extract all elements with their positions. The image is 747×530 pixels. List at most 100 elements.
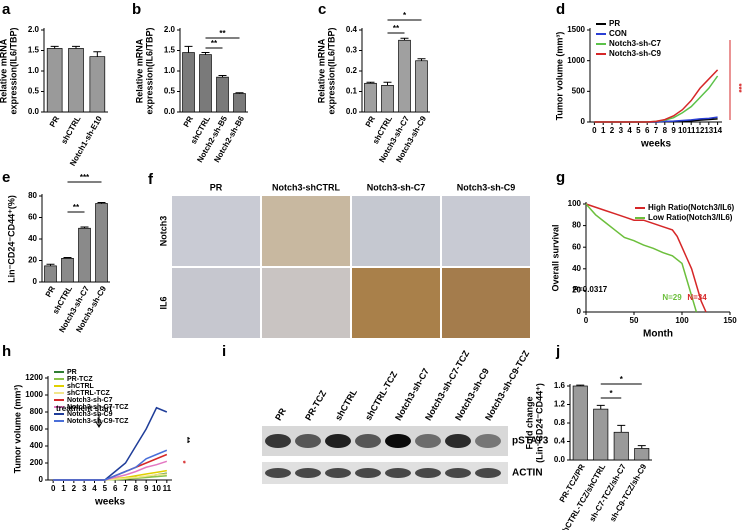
y-tick-label: 1000	[25, 390, 43, 399]
x-tick-label: 12	[696, 126, 705, 135]
row-label: IL6	[158, 296, 168, 309]
x-tick-label: 5	[103, 484, 108, 493]
series-line	[594, 69, 719, 123]
annotation: P=0.0317	[573, 285, 608, 294]
y-tick-label: 1000	[567, 56, 585, 65]
significance-label: **	[73, 203, 80, 212]
error-bar	[383, 81, 392, 86]
bar	[398, 39, 411, 113]
y-axis-label: Fold change	[524, 396, 534, 449]
significance-label: *	[620, 375, 624, 384]
error-bar	[80, 226, 89, 229]
y-tick-label: 200	[30, 458, 44, 467]
lane-label: PR	[273, 406, 288, 422]
y-tick-label: 0.4	[346, 25, 358, 34]
y-tick-label: 20	[28, 256, 37, 265]
bar	[233, 93, 246, 113]
x-tick-label: 50	[630, 316, 639, 325]
legend-label: Notch3-sh-C9	[609, 49, 662, 58]
error-bar	[93, 51, 102, 57]
error-bar	[201, 52, 210, 55]
bar	[634, 448, 650, 461]
error-bar	[184, 45, 193, 53]
x-tick-label: 8	[663, 126, 668, 135]
legend-label: CON	[609, 29, 627, 38]
y-tick-label: 1.6	[554, 381, 566, 390]
x-tick-label: PR	[182, 114, 195, 128]
x-tick-label: 7	[654, 126, 659, 135]
row-label: ACTIN	[512, 468, 543, 479]
x-tick-label: PR	[44, 284, 57, 298]
x-tick-label: 9	[144, 484, 149, 493]
band	[295, 468, 321, 478]
ihc-image	[352, 196, 440, 266]
annotation: treatment start	[56, 404, 112, 413]
y-tick-label: 60	[572, 242, 581, 251]
legend-label: Notch3-sh-C9	[67, 411, 113, 418]
band	[475, 468, 501, 478]
bar	[381, 84, 394, 113]
panel-label: e	[2, 169, 10, 186]
y-tick-label: 0.5	[164, 87, 176, 96]
legend-label: Notch3-sh-C7	[609, 39, 662, 48]
y-tick-label: 400	[30, 441, 44, 450]
series-line	[585, 203, 707, 313]
panel-label: d	[556, 1, 565, 18]
column-label: Notch3-sh-C7	[367, 182, 426, 192]
x-tick-label: 8	[134, 484, 139, 493]
bar	[78, 227, 91, 283]
x-axis-label: Month	[643, 329, 673, 340]
y-tick-label: 1.5	[164, 46, 176, 55]
y-axis-label: Relative mRNA	[134, 38, 144, 103]
annotation: N=34	[687, 293, 707, 302]
y-tick-label: 0.8	[554, 418, 566, 427]
x-tick-label: 0	[584, 316, 589, 325]
column-label: Notch3-shCTRL	[272, 182, 340, 192]
y-tick-label: 600	[30, 424, 44, 433]
band	[475, 434, 501, 448]
y-axis-label: Tumor volume (mm³)	[554, 32, 564, 121]
x-tick-label: 3	[619, 126, 624, 135]
y-tick-label: 0.4	[554, 437, 566, 446]
y-tick-label: 0.0	[346, 107, 358, 116]
y-tick-label: 0.2	[346, 66, 358, 75]
x-tick-label: 100	[675, 316, 689, 325]
x-axis-label: weeks	[640, 139, 671, 150]
error-bar	[417, 58, 426, 61]
x-tick-label: 11	[163, 484, 172, 493]
legend-label: shCTRL	[67, 383, 95, 390]
ihc-image	[442, 268, 530, 338]
annotation: N=29	[662, 293, 682, 302]
y-tick-label: 2.0	[164, 25, 176, 34]
y-tick-label: 500	[572, 86, 586, 95]
y-tick-label: 0.1	[346, 87, 358, 96]
band	[325, 434, 351, 448]
x-tick-label: 0	[51, 484, 56, 493]
annotation: **	[182, 437, 191, 444]
y-tick-label: 0.5	[28, 87, 40, 96]
y-axis-label: expression(IL6/TBP)	[144, 27, 154, 114]
legend-label: Notch3-sh-C7	[67, 397, 113, 404]
y-tick-label: 1.0	[164, 66, 176, 75]
error-bar	[235, 92, 244, 94]
legend-label: PR	[67, 369, 77, 376]
y-tick-label: 80	[572, 221, 581, 230]
panel-label: c	[318, 1, 326, 18]
error-bar	[72, 45, 80, 49]
y-axis-label: Tumor volume (mm³)	[12, 385, 22, 474]
ihc-image	[442, 196, 530, 266]
significance-label: *	[609, 389, 613, 398]
annotation: *	[178, 460, 187, 464]
x-axis-label: weeks	[94, 497, 125, 508]
bar	[46, 48, 63, 113]
x-tick-label: 150	[723, 316, 737, 325]
x-tick-label: 9	[671, 126, 676, 135]
legend-label: Low Ratio(Notch3/IL6)	[648, 213, 733, 222]
y-tick-label: 0	[33, 277, 38, 286]
band	[265, 468, 291, 478]
bar	[364, 82, 377, 113]
band	[355, 434, 381, 448]
x-tick-label: 4	[627, 126, 632, 135]
